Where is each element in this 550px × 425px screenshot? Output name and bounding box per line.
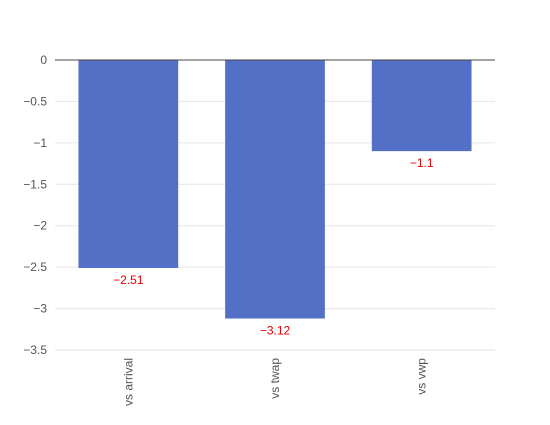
bar-value-label: −1.1 [410,156,434,170]
bar [225,60,325,319]
y-tick-label: −2 [33,219,47,233]
y-tick-label: −2.5 [23,260,47,274]
y-tick-label: 0 [40,53,47,67]
bar [371,60,472,152]
y-tick-label: −1.5 [23,177,47,191]
y-tick-label: −3.5 [23,343,47,357]
y-axis-tick-labels: 0 −0.5 −1 −1.5 −2 −2.5 −3 −3.5 [23,53,47,357]
x-tick-label: vs twap [268,358,282,399]
x-tick-label: vs arrival [121,358,135,406]
bar [78,60,179,268]
bar-value-label: −2.51 [113,273,144,287]
bars [78,60,472,319]
y-tick-label: −0.5 [23,94,47,108]
y-tick-label: −3 [33,302,47,316]
x-axis-tick-labels: vs arrival vs twap vs vwp [121,358,428,406]
value-labels: −2.51 −3.12 −1.1 [113,156,434,337]
bar-value-label: −3.12 [260,324,291,338]
x-tick-label: vs vwp [415,358,429,395]
y-tick-label: −1 [33,136,47,150]
